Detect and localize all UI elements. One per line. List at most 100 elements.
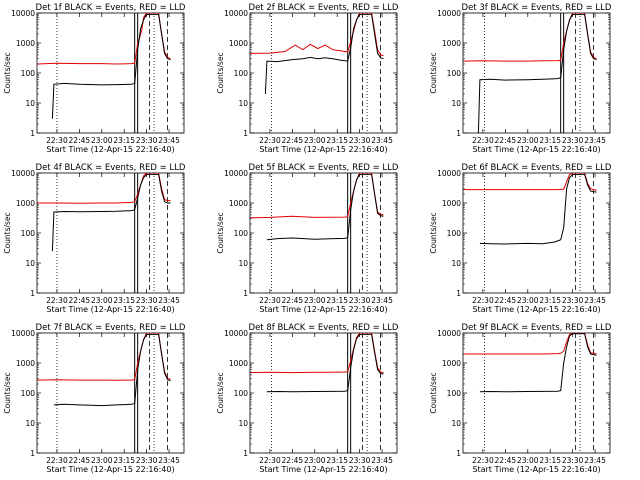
x-tick-label: 22:45 — [495, 136, 517, 145]
y-axis-label: Counts/sec — [429, 52, 438, 93]
x-tick-label: 23:30 — [349, 456, 371, 465]
y-tick-label: 1 — [243, 289, 248, 298]
y-tick-label: 100 — [21, 69, 36, 78]
y-tick-label: 1000 — [16, 199, 35, 208]
x-tick-label: 23:15 — [326, 136, 348, 145]
panel-title: Det 4f BLACK = Events, RED = LLD — [36, 163, 186, 173]
plot-data — [37, 333, 171, 453]
plot-data — [463, 173, 597, 293]
y-axis-label: Counts/sec — [216, 212, 225, 253]
plot-frame — [36, 332, 185, 454]
y-tick-label: 10000 — [11, 329, 35, 338]
x-tick-label: 23:00 — [517, 456, 539, 465]
x-tick-label: 23:00 — [517, 296, 539, 305]
events-series-line — [477, 13, 597, 133]
x-tick-label: 23:15 — [539, 456, 561, 465]
y-tick-label: 10 — [25, 99, 35, 108]
x-tick-label: 23:45 — [158, 456, 180, 465]
x-tick-label: 22:30 — [472, 296, 494, 305]
events-series-line — [479, 173, 597, 245]
y-tick-label: 1 — [456, 449, 461, 458]
y-tick-label: 100 — [447, 69, 462, 78]
chart-panel-7: Det 7f BLACK = Events, RED = LLD 1 10 100 10… — [3, 323, 186, 474]
x-axis-label: Start Time (12-Apr-15 22:16:40) — [472, 465, 600, 474]
y-tick-label: 10 — [451, 99, 461, 108]
y-axis-label: Counts/sec — [429, 212, 438, 253]
x-tick-label: 23:15 — [113, 136, 135, 145]
x-tick-label: 23:45 — [584, 456, 606, 465]
x-tick-label: 23:00 — [304, 296, 326, 305]
x-tick-label: 22:45 — [69, 456, 91, 465]
y-tick-label: 10000 — [437, 9, 461, 18]
x-tick-label: 23:30 — [136, 456, 158, 465]
plot-data — [250, 13, 384, 133]
lld-series-line — [250, 13, 384, 57]
plot-frame — [462, 172, 611, 294]
x-tick-label: 23:00 — [304, 136, 326, 145]
y-tick-label: 1 — [243, 449, 248, 458]
y-tick-label: 100 — [21, 389, 36, 398]
x-tick-label: 23:30 — [562, 456, 584, 465]
x-tick-label: 23:30 — [136, 296, 158, 305]
chart-panel-4: Det 4f BLACK = Events, RED = LLD 1 10 100 10… — [3, 163, 186, 314]
x-tick-label: 23:15 — [326, 456, 348, 465]
y-tick-label: 10000 — [437, 169, 461, 178]
y-tick-label: 10 — [238, 99, 248, 108]
x-tick-label: 23:30 — [562, 296, 584, 305]
y-tick-label: 100 — [234, 69, 249, 78]
x-tick-label: 23:30 — [349, 136, 371, 145]
panel-title: Det 6f BLACK = Events, RED = LLD — [462, 163, 612, 173]
x-tick-label: 23:15 — [539, 296, 561, 305]
x-tick-label: 22:30 — [46, 136, 68, 145]
y-tick-label: 1 — [30, 449, 35, 458]
y-tick-label: 10000 — [437, 329, 461, 338]
x-tick-label: 23:45 — [584, 136, 606, 145]
x-tick-label: 22:30 — [472, 456, 494, 465]
x-tick-label: 22:45 — [282, 136, 304, 145]
panel-title: Det 7f BLACK = Events, RED = LLD — [36, 323, 186, 333]
y-tick-label: 10 — [451, 419, 461, 428]
plot-data — [463, 13, 597, 133]
x-tick-label: 23:45 — [158, 296, 180, 305]
y-tick-label: 1 — [243, 129, 248, 138]
panel-title: Det 8f BLACK = Events, RED = LLD — [249, 323, 399, 333]
x-axis-label: Start Time (12-Apr-15 22:16:40) — [259, 465, 387, 474]
y-tick-label: 10 — [25, 419, 35, 428]
plot-data — [463, 333, 597, 453]
lld-series-line — [37, 173, 171, 204]
y-tick-label: 10000 — [11, 169, 35, 178]
x-axis-label: Start Time (12-Apr-15 22:16:40) — [259, 305, 387, 314]
x-tick-label: 23:00 — [91, 456, 113, 465]
x-tick-label: 23:45 — [584, 296, 606, 305]
x-tick-label: 22:30 — [259, 296, 281, 305]
y-tick-label: 10000 — [224, 9, 248, 18]
x-axis-label: Start Time (12-Apr-15 22:16:40) — [472, 305, 600, 314]
y-tick-label: 1 — [30, 129, 35, 138]
y-tick-label: 1000 — [229, 359, 248, 368]
plot-frame — [36, 12, 185, 134]
panel-title: Det 5f BLACK = Events, RED = LLD — [249, 163, 399, 173]
x-tick-label: 23:00 — [304, 456, 326, 465]
lld-series-line — [250, 333, 384, 374]
y-tick-label: 10000 — [224, 169, 248, 178]
y-tick-label: 1000 — [229, 199, 248, 208]
chart-panel-9: Det 9f BLACK = Events, RED = LLD 1 10 100 10… — [429, 323, 612, 474]
lld-series-line — [463, 173, 597, 191]
panel-title: Det 1f BLACK = Events, RED = LLD — [36, 3, 186, 13]
lld-series-line — [463, 333, 597, 355]
plot-data — [37, 13, 171, 133]
y-tick-label: 100 — [234, 389, 249, 398]
x-tick-label: 23:30 — [136, 136, 158, 145]
plot-data — [250, 173, 384, 293]
chart-panel-3: Det 3f BLACK = Events, RED = LLD 1 10 100 10… — [429, 3, 612, 154]
x-tick-label: 23:15 — [113, 296, 135, 305]
y-tick-label: 1000 — [16, 39, 35, 48]
y-axis-label: Counts/sec — [429, 372, 438, 413]
x-axis-label: Start Time (12-Apr-15 22:16:40) — [46, 465, 174, 474]
x-tick-label: 23:00 — [517, 136, 539, 145]
x-tick-label: 22:30 — [46, 296, 68, 305]
chart-panel-8: Det 8f BLACK = Events, RED = LLD 1 10 100 10… — [216, 323, 399, 474]
x-tick-label: 23:45 — [371, 136, 393, 145]
y-tick-label: 100 — [21, 229, 36, 238]
x-tick-label: 23:45 — [371, 296, 393, 305]
